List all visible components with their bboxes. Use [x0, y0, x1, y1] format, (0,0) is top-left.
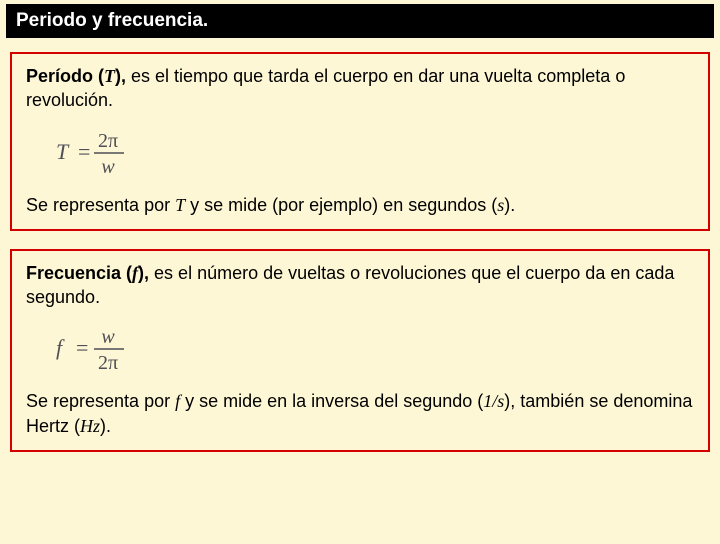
- formula-lhs: f: [56, 335, 65, 360]
- period-representation-text: Se representa por T y se mide (por ejemp…: [26, 193, 694, 217]
- frequency-formula: f = w 2π: [56, 323, 694, 375]
- section-title: Periodo y frecuencia.: [16, 10, 208, 31]
- frequency-definition-box: Frecuencia (f), es el número de vueltas …: [10, 249, 710, 452]
- frequency-definition-text: Frecuencia (f), es el número de vueltas …: [26, 261, 694, 310]
- formula-denominator: w: [101, 156, 115, 178]
- period-formula: T = 2π w: [56, 127, 694, 179]
- frequency-term-label: Frecuencia (f),: [26, 263, 149, 283]
- formula-eq: =: [78, 139, 90, 164]
- period-definition-text: Período (T), es el tiempo que tarda el c…: [26, 64, 694, 113]
- formula-eq: =: [76, 335, 88, 360]
- formula-denominator: 2π: [98, 352, 118, 374]
- section-header: Periodo y frecuencia.: [6, 4, 714, 38]
- frequency-representation-text: Se representa por f y se mide en la inve…: [26, 389, 694, 438]
- formula-numerator: 2π: [98, 130, 118, 152]
- period-term-label: Período (T),: [26, 66, 126, 86]
- formula-lhs: T: [56, 139, 70, 164]
- period-definition-box: Período (T), es el tiempo que tarda el c…: [10, 52, 710, 231]
- formula-numerator: w: [101, 326, 115, 348]
